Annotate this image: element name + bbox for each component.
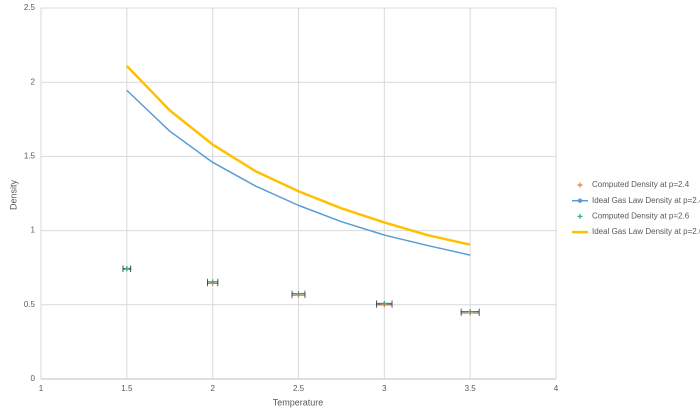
- line: [125, 65, 471, 246]
- x-axis-title: Temperature: [273, 397, 324, 407]
- legend-label: Ideal Gas Law Density at p=2.6: [592, 227, 700, 236]
- y-tick-label: 2.5: [24, 3, 36, 12]
- y-tick-label: 1: [31, 226, 36, 235]
- legend-label: Computed Density at p=2.6: [592, 212, 690, 221]
- line: [126, 89, 471, 256]
- y-tick-label: 0: [31, 374, 36, 383]
- legend-label: Computed Density at p=2.4: [592, 180, 690, 189]
- marker: [210, 279, 216, 285]
- y-tick-label: 2: [31, 77, 36, 86]
- x-tick-label: 2: [210, 384, 215, 393]
- x-tick-label: 1: [39, 384, 44, 393]
- x-tick-label: 4: [554, 384, 559, 393]
- x-tick-label: 2.5: [293, 384, 305, 393]
- marker: [467, 308, 473, 314]
- marker: [296, 291, 301, 297]
- y-tick-label: 1.5: [24, 152, 36, 161]
- marker: [124, 265, 130, 271]
- x-tick-label: 3: [382, 384, 387, 393]
- x-tick-label: 1.5: [121, 384, 133, 393]
- legend-swatch: [577, 213, 583, 219]
- y-tick-label: 0.5: [24, 300, 36, 309]
- legend-label: Ideal Gas Law Density at p=2.4: [592, 196, 700, 205]
- legend-swatch: [577, 182, 583, 188]
- x-tick-label: 3.5: [465, 384, 477, 393]
- y-axis-title: Density: [8, 179, 18, 210]
- marker: [381, 300, 387, 306]
- legend-swatch: [577, 198, 583, 203]
